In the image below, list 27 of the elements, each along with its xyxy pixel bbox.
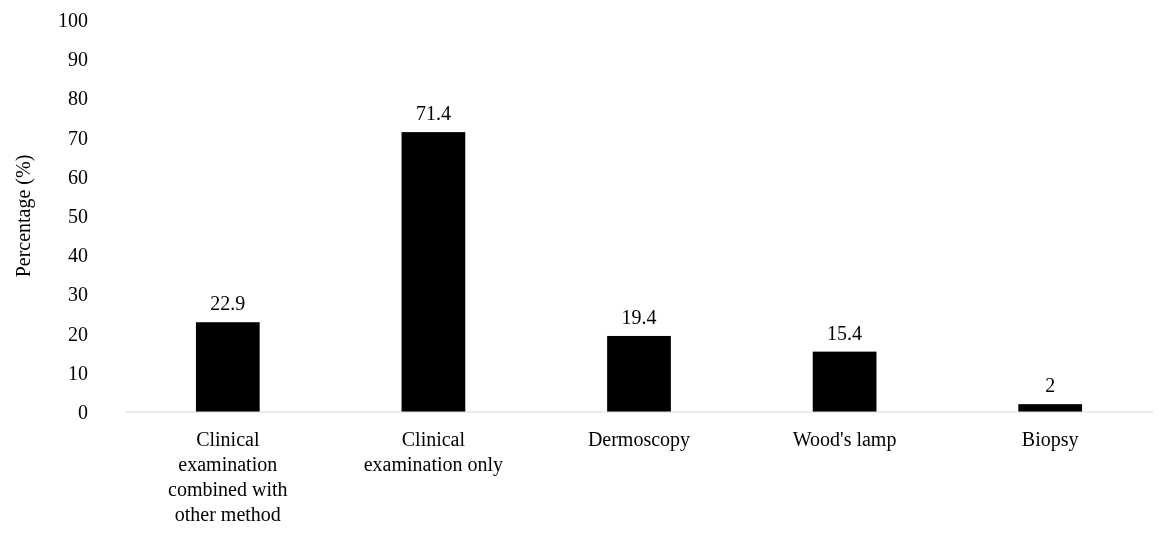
bar bbox=[812, 351, 877, 412]
y-tick-label: 0 bbox=[78, 401, 88, 423]
y-tick-label: 40 bbox=[68, 244, 88, 267]
bar bbox=[607, 335, 671, 412]
y-tick-label: 70 bbox=[68, 126, 88, 149]
y-tick-label: 30 bbox=[68, 283, 88, 306]
bar bbox=[1018, 404, 1083, 412]
y-tick-label: 60 bbox=[68, 165, 88, 188]
y-tick-label: 80 bbox=[68, 87, 88, 110]
y-tick-label: 50 bbox=[68, 205, 88, 227]
data-label: 2 bbox=[1045, 374, 1056, 397]
y-tick-label: 10 bbox=[68, 361, 88, 384]
y-tick-label: 100 bbox=[58, 9, 88, 31]
x-tick-label: Clinical examination only bbox=[363, 428, 504, 476]
bar bbox=[195, 322, 260, 412]
data-label: 71.4 bbox=[415, 102, 451, 125]
x-tick-label: Wood's lamp bbox=[792, 428, 897, 451]
x-tick-label: Biopsy bbox=[1021, 428, 1079, 451]
y-axis-title: Percentage (%) bbox=[12, 154, 35, 278]
data-label: 22.9 bbox=[210, 292, 246, 315]
data-label: 19.4 bbox=[621, 305, 657, 328]
data-label: 15.4 bbox=[827, 321, 863, 344]
x-tick-label: Dermoscopy bbox=[587, 428, 691, 451]
y-tick-label: 90 bbox=[68, 48, 88, 71]
y-tick-label: 20 bbox=[68, 322, 88, 345]
bar bbox=[401, 132, 466, 412]
x-tick-label: Clinical examination combined with other method bbox=[168, 428, 288, 525]
